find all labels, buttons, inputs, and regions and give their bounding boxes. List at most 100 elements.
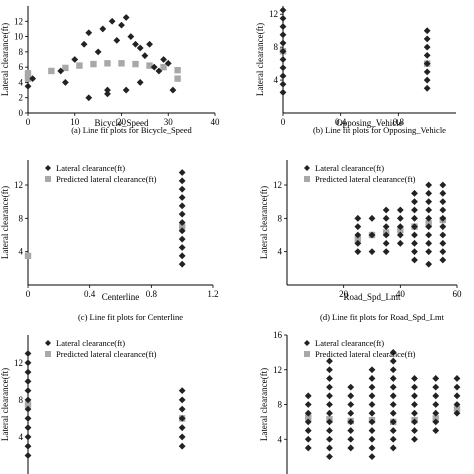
- legend: Lateral clearance(ft)Predicted lateral c…: [304, 338, 416, 359]
- predicted-point: [24, 401, 32, 408]
- y-tick-label: 12: [14, 16, 23, 26]
- actual-point: [425, 181, 433, 189]
- actual-point: [382, 231, 390, 239]
- actual-point: [439, 214, 447, 222]
- actual-point: [108, 17, 116, 25]
- actual-point: [279, 31, 287, 39]
- predicted-point: [62, 64, 69, 72]
- actual-point: [389, 444, 397, 452]
- actual-point: [389, 401, 397, 408]
- actual-point: [411, 256, 418, 264]
- predicted-point: [24, 75, 32, 82]
- actual-point: [368, 418, 376, 426]
- actual-point: [389, 348, 397, 356]
- actual-point: [389, 357, 397, 365]
- actual-point: [423, 27, 431, 35]
- y-tick-label: 16: [273, 330, 283, 340]
- actual-point: [24, 387, 32, 394]
- predicted-point: [178, 223, 186, 230]
- actual-point: [382, 239, 390, 247]
- y-tick-label: 8: [19, 395, 24, 405]
- y-tick-label: 4: [278, 247, 283, 257]
- actual-point: [396, 206, 404, 214]
- legend-marker-predicted: [304, 351, 310, 357]
- actual-point: [85, 29, 93, 37]
- actual-point: [279, 47, 287, 55]
- actual-point: [423, 68, 431, 76]
- actual-point: [178, 260, 186, 268]
- actual-point: [304, 401, 312, 408]
- actual-point: [389, 427, 397, 434]
- actual-point: [347, 409, 355, 417]
- actual-point: [368, 401, 376, 408]
- actual-point: [347, 383, 355, 391]
- actual-point: [122, 86, 130, 94]
- actual-point: [164, 59, 172, 67]
- y-tick-label: 8: [19, 213, 24, 223]
- actual-point: [178, 194, 186, 201]
- actual-point: [122, 14, 130, 21]
- actual-point: [57, 67, 65, 75]
- actual-point: [411, 231, 418, 239]
- actual-point: [432, 409, 440, 417]
- actual-point: [326, 409, 333, 417]
- y-tick-label: 4: [19, 432, 24, 442]
- actual-point: [389, 409, 397, 417]
- actual-point: [141, 52, 149, 60]
- legend-label-predicted: Predicted lateral clearance(ft): [315, 349, 416, 359]
- predicted-point: [160, 63, 167, 71]
- y-tick-label: 0: [19, 108, 24, 118]
- actual-point: [389, 383, 397, 391]
- legend-marker-predicted: [45, 176, 51, 182]
- actual-point: [279, 14, 287, 22]
- actual-point: [71, 56, 79, 63]
- actual-point: [29, 75, 37, 83]
- actual-point: [24, 405, 32, 413]
- actual-point: [439, 189, 447, 197]
- panel-caption: (d) Line fit plots for Road_Spd_Lmt: [320, 312, 445, 322]
- y-axis-title: Lateral clearance(ft): [0, 23, 10, 96]
- actual-point: [178, 219, 186, 226]
- actual-point: [382, 248, 390, 256]
- actual-point: [326, 357, 333, 365]
- actual-point: [411, 223, 418, 231]
- x-tick-label: 20: [339, 289, 349, 299]
- predicted-point: [24, 70, 32, 77]
- actual-point: [94, 48, 102, 56]
- actual-point: [425, 248, 433, 256]
- actual-point: [411, 392, 418, 400]
- actual-point: [425, 206, 433, 214]
- chart-panel-4: 4 8 12 20 40 60 Lateral clearance(ft) Road_Spd_…: [259, 160, 462, 322]
- y-tick-label: 4: [274, 75, 279, 85]
- y-axis-title: Lateral clearance(ft): [0, 368, 10, 441]
- actual-point: [178, 235, 186, 243]
- actual-point: [304, 427, 312, 434]
- y-tick-label: 8: [274, 42, 279, 52]
- actual-point: [136, 44, 144, 52]
- predicted-point: [76, 62, 83, 69]
- actual-point: [178, 252, 186, 260]
- predicted-point: [90, 60, 97, 68]
- actual-point: [24, 433, 32, 441]
- x-axis-title: Road_Spd_Lmt: [343, 292, 401, 302]
- actual-point: [453, 401, 461, 408]
- actual-point: [279, 6, 287, 14]
- x-tick-label: 0: [26, 117, 31, 127]
- chart-panel-1: 0 2 4 6 8 10 12 0 10 20 30 40 Lateral clearance(ft) B…: [0, 6, 220, 135]
- actual-point: [24, 82, 32, 90]
- actual-point: [279, 72, 287, 80]
- actual-point: [354, 231, 362, 239]
- actual-point: [24, 452, 32, 459]
- legend-label-actual: Lateral clearance(ft): [56, 163, 125, 173]
- actual-point: [178, 185, 186, 193]
- x-tick-label: 0.4: [84, 289, 96, 299]
- actual-point: [178, 424, 186, 432]
- x-tick-label: 1.2: [207, 289, 218, 299]
- y-tick-label: 8: [278, 213, 283, 223]
- actual-point: [432, 375, 440, 382]
- actual-point: [453, 383, 461, 391]
- predicted-point: [146, 62, 153, 69]
- actual-point: [411, 383, 418, 391]
- actual-point: [453, 409, 461, 417]
